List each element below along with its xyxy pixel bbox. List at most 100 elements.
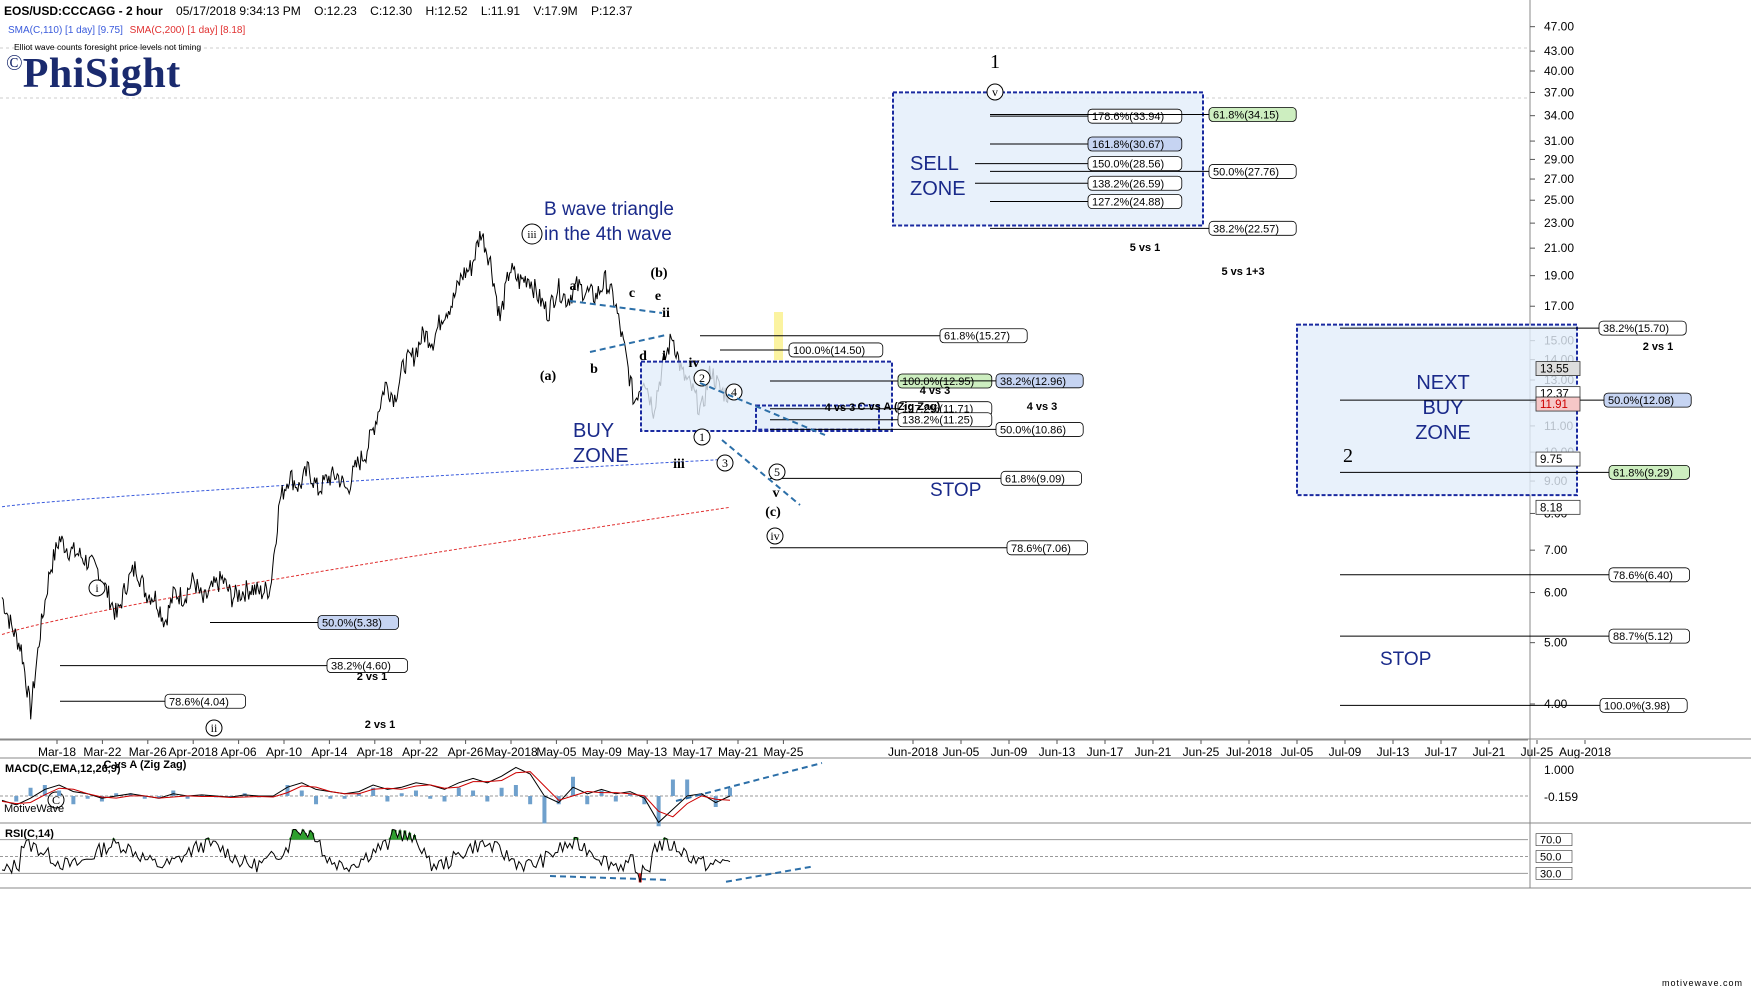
fib-label: 38.2%(15.70) <box>1603 323 1669 335</box>
time-axis-label: May-2018 <box>484 745 538 759</box>
time-axis-label: Aug-2018 <box>1559 745 1611 759</box>
stop-label: STOP <box>930 480 981 501</box>
time-axis-label: Apr-2018 <box>169 745 219 759</box>
time-axis-label: Mar-26 <box>129 745 167 759</box>
fib-title: C vs A (Zig Zag) <box>104 759 187 771</box>
fib-level: 61.8%(9.29) <box>1608 464 1690 480</box>
fib-level: 38.2%(12.96) <box>995 373 1084 389</box>
price-axis-label: 21.00 <box>1544 241 1574 255</box>
zone-label: BUY <box>1422 397 1463 419</box>
fib-level: 150.0%(28.56) <box>1087 156 1183 172</box>
fib-label: 78.6%(7.06) <box>1011 543 1071 555</box>
price-axis-label: 31.00 <box>1544 134 1574 148</box>
wave-label: (c) <box>765 505 781 520</box>
sma-legend: SMA(C,110) [1 day] [9.75] SMA(C,200) [1 … <box>8 25 245 36</box>
sma200-legend: SMA(C,200) [1 day] [8.18] <box>129 25 246 36</box>
annotation: B wave triangle <box>544 199 674 220</box>
time-axis-label: Jul-05 <box>1281 745 1314 759</box>
wave-label: d <box>639 349 647 364</box>
fib-box <box>1000 470 1082 486</box>
time-axis-label: Jul-13 <box>1377 745 1410 759</box>
macd-axis-label: -0.159 <box>1544 790 1578 804</box>
wave-label: ii <box>662 306 670 321</box>
time-axis-label: May-17 <box>673 745 713 759</box>
wave-text: a <box>570 279 577 294</box>
time-axis-label: Apr-14 <box>311 745 347 759</box>
price-label: P:12.37 <box>591 4 633 18</box>
fib-level: 178.6%(33.94) <box>1087 108 1183 124</box>
wave-label: 3 <box>716 454 734 472</box>
time-axis: Mar-18 Mar-22 Mar-26 Apr-2018 Apr-06 Apr-10 Ap… <box>0 739 1611 759</box>
motivewave-site: motivewave.com <box>1661 978 1743 988</box>
fib-level: 161.8%(30.67) <box>1087 136 1183 152</box>
wave-text: iii <box>673 457 685 472</box>
rsi-axis-label: 70.0 <box>1540 835 1561 847</box>
fib-title: C vs A (Zig Zag) <box>858 401 941 413</box>
copyright-symbol: © <box>6 50 23 75</box>
wave-text: v <box>992 85 998 99</box>
wave-label: (b) <box>650 266 667 281</box>
wave-label: i <box>88 579 106 597</box>
fib-label: 50.0%(27.76) <box>1213 166 1279 178</box>
price-marker: 9.75 <box>1535 451 1581 467</box>
price-marker: 11.91 <box>1535 396 1581 412</box>
price-line <box>1 231 731 720</box>
wave-label: 5 <box>768 463 786 481</box>
fib-label: 50.0%(10.86) <box>1000 424 1066 436</box>
wave-circle <box>693 428 711 446</box>
high-label: H:12.52 <box>425 4 468 18</box>
fib-level: 100.0%(3.98) <box>1599 697 1688 713</box>
fib-box <box>1087 175 1183 191</box>
fib-box <box>1608 567 1690 583</box>
macd-signal-line <box>1 771 731 818</box>
wave-text: v <box>773 486 780 501</box>
fib-level: 50.0%(5.38) <box>317 615 399 630</box>
annotation: in the 4th wave <box>544 224 672 245</box>
fib-box <box>788 342 884 358</box>
fib-box <box>939 328 1028 344</box>
time-axis-label: May-25 <box>763 745 803 759</box>
wave-text: C <box>52 793 60 807</box>
fib-box <box>326 658 408 673</box>
fib-title: 5 vs 1 <box>1130 242 1161 254</box>
price-axis-label: 6.00 <box>1544 586 1568 600</box>
wave-circle <box>766 527 784 545</box>
fib-box <box>1087 194 1183 209</box>
time-axis-label: Jun-05 <box>943 745 980 759</box>
channel-upper-line <box>699 382 826 436</box>
fib-box <box>1208 107 1297 122</box>
wave-text: (c) <box>765 505 781 520</box>
fib-level: 61.8%(34.15) <box>1208 107 1297 122</box>
fib-title: 4 vs 3 <box>920 385 951 397</box>
fib-label: 178.6%(33.94) <box>1092 111 1164 123</box>
time-axis-label: May-09 <box>582 745 622 759</box>
price-marker-label: 11.91 <box>1540 399 1568 411</box>
rsi-axis-box <box>1535 833 1573 846</box>
wave-label: i <box>662 349 666 364</box>
rsi-trend-line <box>725 865 813 883</box>
fib-level: 127.2%(24.88) <box>1087 194 1183 209</box>
fib-level: 78.6%(4.04) <box>164 693 246 709</box>
channel-lower-line <box>721 439 801 506</box>
wave-label: ii <box>205 719 223 737</box>
fib-levels: 178.6%(33.94) 161.8%(30.67) 150.0%(28.56) 1… <box>60 107 1692 713</box>
rsi-axis-box <box>1535 850 1573 863</box>
time-axis-label: Jul-17 <box>1425 745 1458 759</box>
fib-box <box>1603 392 1692 408</box>
fib-box <box>1087 156 1183 172</box>
price-marker-box <box>1535 499 1581 515</box>
wave-text: c <box>629 286 635 301</box>
fib-label: 78.6%(4.04) <box>169 696 229 708</box>
logo-name: PhiSight <box>22 51 181 97</box>
price-axis-label: 25.00 <box>1544 193 1574 207</box>
wave-text: 2 <box>1343 445 1353 467</box>
rsi-axis-label: 30.0 <box>1540 868 1561 880</box>
triangle-upper-line <box>569 300 663 314</box>
time-axis-label: Jul-25 <box>1521 745 1554 759</box>
wave-text: (a) <box>540 369 557 384</box>
wave-label: 1 <box>990 51 1000 73</box>
time-axis-label: May-21 <box>718 745 758 759</box>
fib-level: 50.0%(10.86) <box>995 422 1084 437</box>
